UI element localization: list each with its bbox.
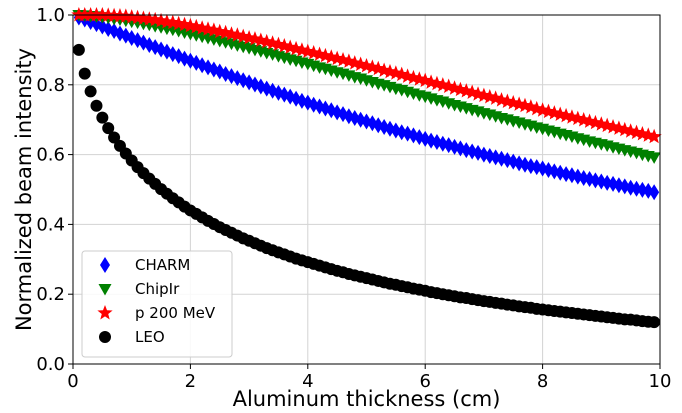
- legend-label: CHARM: [135, 256, 190, 274]
- data-point: [96, 111, 109, 124]
- y-tick-label: 0.0: [36, 354, 65, 375]
- series-diamond-points: [73, 9, 660, 201]
- series-circle-points: [72, 43, 661, 329]
- data-point: [625, 179, 636, 196]
- data-point: [108, 131, 121, 144]
- legend-marker: [98, 284, 112, 296]
- legend: CHARM ChipIr p 200 MeV LEO: [81, 250, 233, 358]
- data-point: [649, 184, 660, 201]
- data-point: [602, 174, 613, 191]
- plot-marks: [71, 7, 662, 329]
- data-point: [71, 7, 87, 22]
- data-point: [379, 119, 390, 136]
- data-point: [590, 172, 601, 189]
- data-point: [613, 177, 624, 194]
- data-point: [631, 180, 642, 197]
- x-tick-label: 6: [419, 371, 430, 392]
- data-point: [648, 316, 661, 329]
- data-point: [72, 43, 85, 56]
- y-axis-label: Normalized beam intensity: [12, 48, 36, 331]
- data-point: [191, 54, 202, 71]
- y-tick-label: 0.6: [36, 145, 65, 166]
- data-point: [525, 158, 536, 175]
- legend-label: ChipIr: [135, 280, 180, 298]
- data-point: [78, 67, 91, 80]
- data-point: [561, 166, 572, 183]
- data-point: [647, 152, 661, 164]
- data-point: [83, 7, 99, 22]
- x-axis-label: Aluminum thickness (cm): [233, 387, 501, 411]
- x-tick-label: 4: [302, 371, 313, 392]
- axis-ticks: 0 2 4 6 8 10 0.0 0.2 0.4 0.6 0.8 1.0: [36, 5, 671, 392]
- y-tick-label: 0.4: [36, 214, 65, 235]
- data-point: [361, 113, 372, 130]
- data-point: [77, 7, 93, 22]
- data-point: [646, 128, 662, 144]
- data-point: [88, 7, 105, 22]
- legend-box: [81, 250, 233, 358]
- data-point: [637, 181, 648, 198]
- legend-label: p 200 MeV: [135, 304, 216, 322]
- series-star-points: [71, 7, 662, 144]
- x-tick-label: 10: [649, 371, 672, 392]
- legend-label: LEO: [135, 328, 165, 346]
- legend-marker: [99, 331, 111, 343]
- legend-marker: [97, 305, 113, 320]
- data-point: [578, 169, 589, 186]
- data-point: [84, 85, 97, 98]
- data-point: [90, 99, 103, 112]
- y-tick-label: 1.0: [36, 5, 65, 26]
- x-tick-label: 2: [185, 371, 196, 392]
- y-tick-label: 0.8: [36, 75, 65, 96]
- x-tick-label: 8: [537, 371, 548, 392]
- x-tick-label: 0: [67, 371, 78, 392]
- plot-frame: [72, 14, 661, 365]
- data-point: [102, 122, 115, 135]
- y-tick-label: 0.2: [36, 284, 65, 305]
- legend-marker: [100, 257, 110, 273]
